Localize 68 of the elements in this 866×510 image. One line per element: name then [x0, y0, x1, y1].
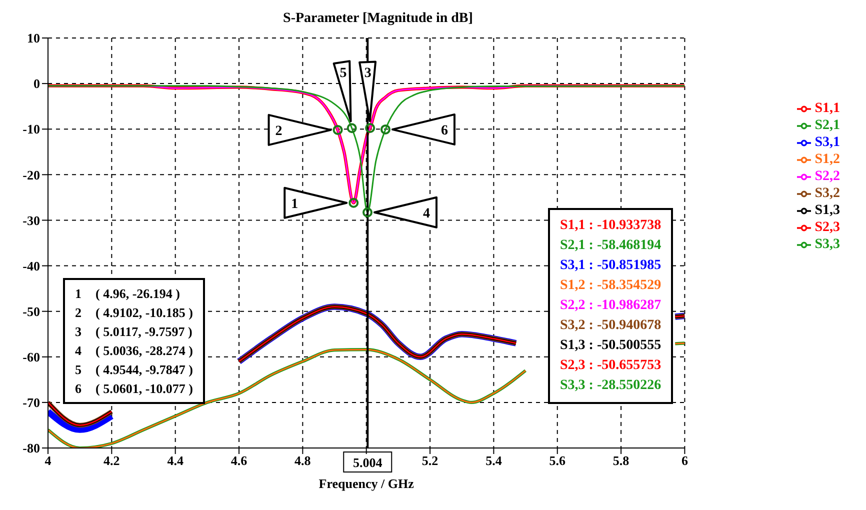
callout: 1: [284, 186, 348, 219]
x-tick-label: 5.8: [612, 453, 630, 468]
callout: 5: [332, 60, 352, 122]
annotation: 2: [275, 124, 282, 139]
annotation: S2,1 : -58.468194: [560, 237, 662, 255]
x-tick-label: 4: [44, 453, 52, 468]
annotation: 3: [364, 66, 372, 82]
annotation: ( 5.0601, -10.077 ): [96, 380, 193, 398]
callout: 4: [374, 196, 438, 228]
ref-line-label: 5.004: [353, 455, 383, 470]
legend-label: S2,3: [814, 220, 840, 235]
text: 5: [75, 362, 82, 377]
x-tick-label: 6: [681, 453, 688, 468]
text: 4: [75, 343, 82, 358]
y-tick-label: -60: [22, 350, 40, 365]
annotation: ( 4.9102, -10.185 ): [96, 304, 193, 322]
annotation: 1: [291, 196, 298, 212]
y-tick-label: -50: [22, 304, 40, 319]
y-tick-label: -40: [22, 258, 40, 274]
chart-title: S-Parameter [Magnitude in dB]: [282, 10, 474, 28]
x-tick-label: 4.6: [230, 453, 248, 468]
point: [346, 123, 357, 134]
annotation: S2,2 : -10.986287: [560, 297, 662, 315]
x-tick-label: 4.8: [294, 453, 312, 468]
y-tick-label: -80: [22, 440, 40, 456]
annotation: S3,3 : -28.550226: [560, 377, 662, 395]
annotation: ( 5.0117, -9.7597 ): [96, 323, 192, 341]
text: 3: [75, 324, 82, 339]
text: 1: [75, 286, 82, 301]
x-axis-title: Frequency / GHz: [318, 476, 414, 491]
annotation: S3,1 : -50.851985: [560, 257, 662, 275]
legend-label: S1,3: [814, 203, 840, 218]
y-tick-label: 0: [34, 76, 40, 92]
annotation: 5: [340, 66, 347, 82]
text: 2: [75, 305, 82, 320]
x-tick-label: 4.4: [167, 453, 184, 468]
annotation: ( 5.0036, -28.274 ): [96, 342, 193, 360]
annotation: ( 4.9544, -9.7847 ): [96, 361, 193, 379]
y-tick-label: -70: [22, 395, 40, 410]
annotation: ( 4.96, -26.194 ): [96, 285, 180, 303]
callout: 2: [268, 114, 332, 146]
annotation: S1,3 : -50.500555: [560, 337, 662, 355]
x-tick-label: 5.2: [422, 453, 438, 468]
legend-label: S3,3: [814, 237, 840, 252]
callout: 6: [391, 113, 456, 146]
y-tick-label: -30: [22, 212, 40, 228]
legend-label: S3,2: [814, 186, 840, 201]
legend-label: S1,1: [814, 101, 840, 116]
annotation: S1,1 : -10.933738: [560, 217, 662, 235]
annotation: S2,3 : -50.655753: [560, 357, 662, 375]
legend-label: S1,2: [814, 152, 840, 167]
x-tick-label: 5.4: [486, 453, 502, 468]
annotation: S1,2 : -58.354529: [560, 277, 662, 295]
x-tick-label: 4.2: [104, 453, 120, 468]
legend-label: S3,1: [814, 135, 840, 150]
y-tick-label: -20: [22, 167, 40, 182]
y-tick-label: 10: [27, 30, 40, 46]
legend-label: S2,1: [814, 118, 840, 133]
annotation: 4: [423, 206, 430, 222]
annotation: S3,2 : -50.940678: [560, 317, 662, 335]
point: [380, 124, 390, 134]
annotation: 6: [440, 123, 448, 138]
x-tick-label: 5.6: [549, 453, 566, 468]
callout: 3: [358, 60, 377, 122]
text: 6: [75, 381, 82, 396]
point: [362, 207, 372, 218]
legend-label: S2,2: [814, 169, 840, 184]
y-tick-label: -10: [22, 122, 40, 137]
